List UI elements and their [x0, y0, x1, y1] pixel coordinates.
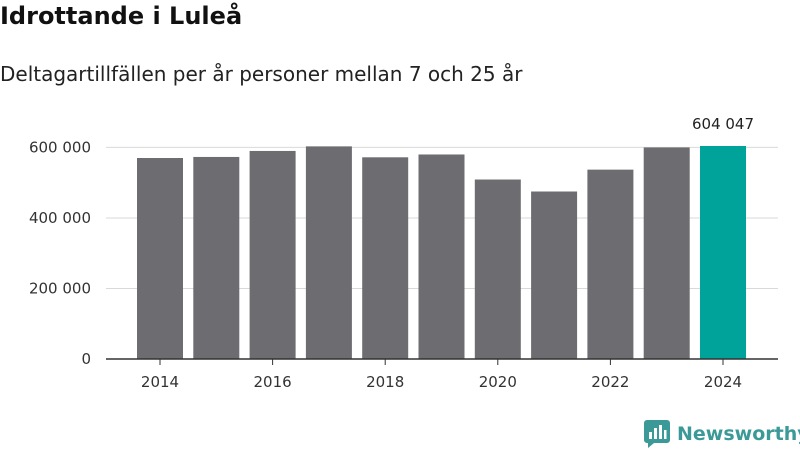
- x-tick-label: 2014: [141, 373, 179, 391]
- brand-name: Newsworthy: [677, 423, 800, 445]
- y-tick-label: 200 000: [29, 279, 91, 297]
- y-tick-label: 400 000: [29, 209, 91, 227]
- newsworthy-icon: [644, 420, 670, 448]
- bar-2023: [643, 147, 690, 359]
- y-tick-label: 600 000: [29, 138, 91, 156]
- bar-chart: 0 200 000 400 000 600 000 604 047 2014 2016 201…: [29, 115, 778, 391]
- bar-2018: [362, 157, 409, 359]
- bar-2021: [531, 191, 578, 359]
- data-label: 604 047: [692, 115, 754, 133]
- bar-2016: [249, 150, 296, 359]
- chart-subtitle: Deltagartillfällen per år personer mella…: [0, 62, 523, 86]
- chart-title: Idrottande i Luleå: [0, 2, 243, 30]
- bar-2017: [305, 146, 352, 359]
- y-tick-label: 0: [81, 350, 91, 368]
- x-tick-label: 2020: [479, 373, 517, 391]
- x-tick-label: 2022: [591, 373, 629, 391]
- bar-2022: [587, 169, 634, 359]
- bar-2019: [418, 154, 465, 359]
- x-tick-label: 2016: [254, 373, 292, 391]
- x-tick-label: 2018: [366, 373, 404, 391]
- newsworthy-logo: Newsworthy: [644, 420, 800, 448]
- bar-2024: [700, 146, 746, 359]
- bar-2020: [474, 179, 521, 359]
- bar-2014: [137, 158, 183, 359]
- x-tick-label: 2024: [704, 373, 742, 391]
- bar-2015: [193, 156, 240, 359]
